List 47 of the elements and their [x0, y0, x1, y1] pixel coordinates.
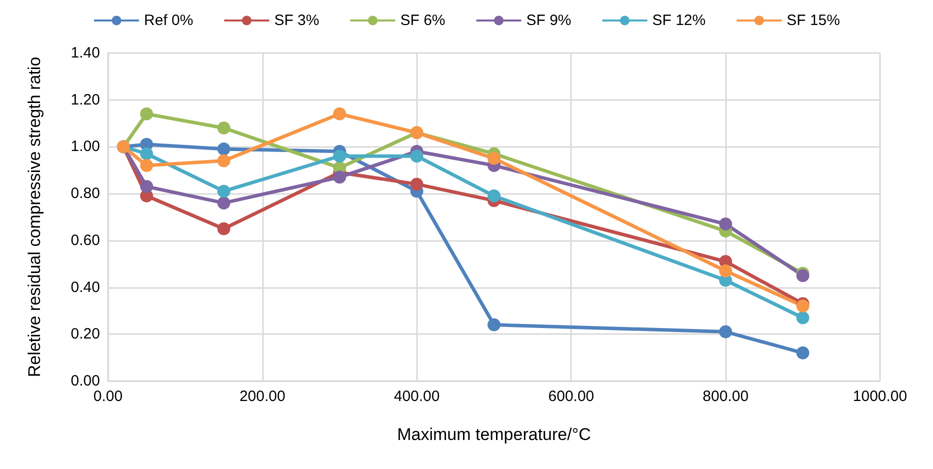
legend-label: Ref 0% — [144, 12, 194, 29]
point — [410, 178, 424, 191]
x-tick-label: 600.00 — [548, 388, 594, 405]
legend-label: SF 15% — [786, 12, 840, 29]
point — [333, 170, 346, 184]
point — [488, 318, 500, 332]
y-tick-label: 0.80 — [70, 185, 100, 202]
point — [140, 180, 154, 194]
point — [719, 325, 732, 338]
point — [796, 300, 810, 313]
point — [217, 121, 230, 134]
y-tick-label: 0.40 — [70, 278, 100, 296]
point — [140, 147, 154, 160]
point — [217, 154, 230, 168]
y-tick-label: 0.00 — [70, 372, 100, 390]
point — [719, 264, 732, 278]
point — [796, 311, 810, 324]
point — [140, 107, 154, 120]
x-tick-label: 400.00 — [394, 388, 440, 405]
point — [488, 189, 500, 202]
point — [217, 222, 230, 236]
x-axis-title: Maximum temperature/°C — [397, 425, 591, 444]
legend-label: SF 6% — [400, 12, 446, 29]
point — [719, 218, 732, 231]
point — [410, 150, 424, 163]
x-tick-label: 200.00 — [239, 388, 286, 405]
y-tick-label: 0.60 — [70, 232, 100, 249]
x-tick-label: 1000.00 — [852, 388, 908, 405]
legend-label: SF 3% — [274, 12, 320, 29]
point — [796, 269, 810, 282]
legend-label: SF 9% — [526, 12, 572, 29]
y-tick-label: 1.20 — [70, 91, 100, 108]
point — [217, 142, 230, 156]
point — [488, 152, 500, 165]
x-tick-label: 0.00 — [93, 388, 123, 405]
y-tick-label: 1.40 — [70, 44, 100, 62]
point — [140, 158, 154, 172]
point — [217, 184, 230, 198]
legend-label: SF 12% — [652, 12, 706, 29]
point — [217, 196, 230, 210]
point — [333, 107, 346, 120]
x-tick-label: 800.00 — [702, 388, 749, 405]
y-axis-title: Reletive residual compressive stregth ratio — [25, 56, 44, 378]
point — [796, 346, 810, 360]
y-tick-label: 0.20 — [70, 326, 100, 343]
point — [333, 150, 346, 163]
y-tick-label: 1.00 — [70, 138, 100, 156]
